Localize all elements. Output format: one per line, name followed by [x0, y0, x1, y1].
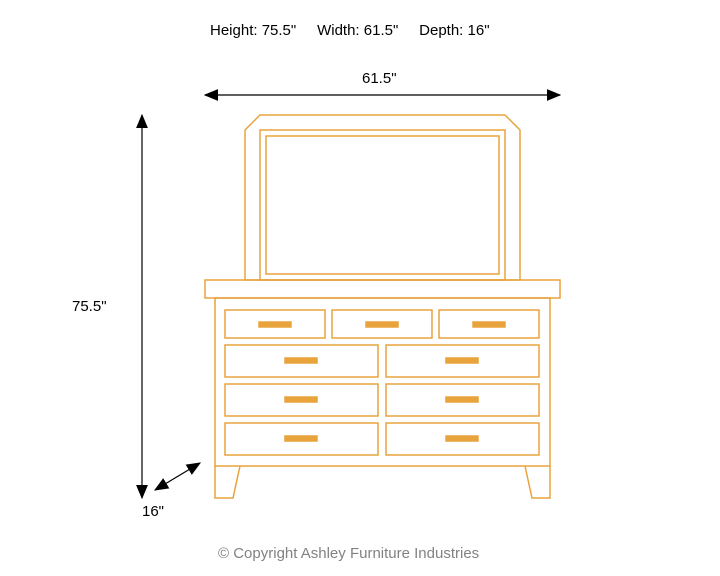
- dresser: [205, 280, 560, 498]
- depth-arrow: [155, 463, 200, 490]
- furniture-diagram: [0, 0, 720, 576]
- mirror: [245, 115, 520, 280]
